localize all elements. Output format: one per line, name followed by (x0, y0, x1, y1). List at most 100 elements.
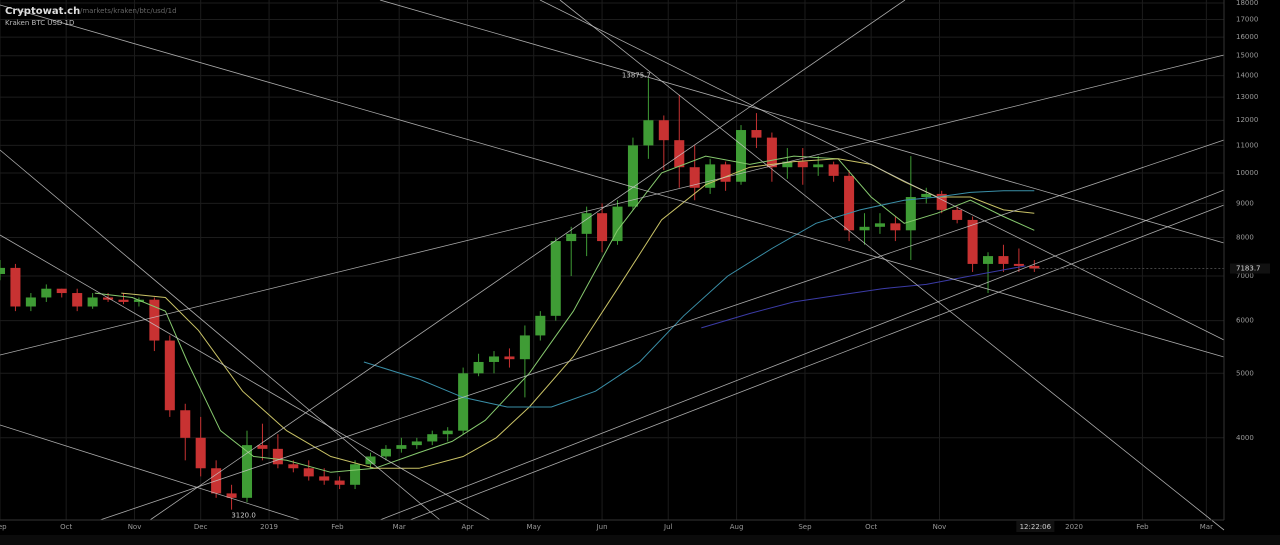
candle-body (87, 297, 98, 307)
moving-average (701, 265, 1026, 329)
last-price-box (1230, 263, 1270, 274)
candle-body (612, 206, 623, 242)
x-tick-label: Feb (1136, 523, 1149, 531)
low-label: 3120.0 (231, 512, 256, 520)
x-tick-label: Sep (0, 523, 7, 531)
x-tick-label: 2019 (260, 523, 278, 531)
x-tick-label: 2020 (1065, 523, 1083, 531)
candle-body (427, 434, 438, 442)
y-tick-label: 14000 (1236, 72, 1258, 80)
candle-body (581, 213, 592, 234)
y-tick-label: 11000 (1236, 141, 1258, 149)
moving-average (94, 155, 1035, 473)
candle-body (983, 256, 994, 264)
x-tick-label: Dec (194, 523, 208, 531)
y-tick-label: 5000 (1236, 369, 1254, 377)
x-tick-label: Nov (933, 523, 947, 531)
candle-body (782, 161, 793, 168)
x-tick-label: May (526, 523, 540, 531)
y-tick-label: 6000 (1236, 317, 1254, 325)
candle-body (396, 445, 407, 449)
candle-body (72, 293, 83, 307)
candle-body (504, 356, 515, 360)
x-tick-label: Feb (331, 523, 344, 531)
candle-body (226, 493, 237, 498)
candle-body (844, 175, 855, 231)
candle-body (164, 340, 175, 411)
candle-body (936, 193, 947, 210)
candle-body (288, 464, 299, 469)
candle-body (303, 468, 314, 477)
candles (0, 78, 1040, 510)
y-tick-label: 18000 (1236, 0, 1258, 7)
candle-body (365, 456, 376, 465)
trend-line (409, 204, 1225, 521)
y-tick-label: 17000 (1236, 16, 1258, 24)
candle-body (797, 161, 808, 168)
candle-body (658, 120, 669, 141)
candle-body (1013, 263, 1024, 266)
y-tick-label: 7000 (1236, 272, 1254, 280)
candle-body (473, 361, 484, 374)
trend-line (539, 0, 1225, 341)
candle-body (705, 164, 716, 188)
trend-line (149, 0, 906, 521)
trend-line (559, 0, 1225, 531)
market-name: Kraken BTC USD 1D (5, 19, 74, 27)
site-name[interactable]: Cryptowat.ch (5, 6, 80, 17)
x-tick-label: Jun (596, 523, 608, 531)
candle-body (921, 193, 932, 198)
y-tick-label: 8000 (1236, 233, 1254, 241)
candle-body (103, 297, 114, 300)
candle-body (1029, 265, 1040, 269)
candle-body (735, 130, 747, 182)
candle-body (319, 476, 330, 481)
candle-body (550, 241, 561, 316)
x-tick-label: Jul (663, 523, 673, 531)
moving-average (363, 190, 1035, 408)
toolbar (0, 535, 1280, 545)
x-tick-label: Sep (798, 523, 812, 531)
candle-body (118, 299, 129, 302)
candle-body (535, 315, 546, 336)
candle-body (519, 335, 530, 360)
candle-body (751, 130, 762, 138)
candle-body (411, 441, 422, 446)
x-tick-label: Mar (1200, 523, 1213, 531)
candle-body (257, 445, 268, 449)
candle-body (350, 464, 361, 485)
candle-body (442, 430, 453, 435)
trend-line (379, 0, 1225, 244)
candle-body (133, 299, 144, 302)
x-tick-label: Nov (128, 523, 142, 531)
y-tick-label: 4000 (1236, 434, 1254, 442)
candle-body (0, 267, 6, 274)
trend-line (379, 189, 1225, 521)
candle-body (41, 288, 52, 298)
candle-body (766, 137, 777, 168)
trend-line (0, 149, 441, 521)
candle-body (813, 164, 824, 168)
candle-body (890, 223, 901, 231)
labels: 4000 5000 6000 7000 8000 9000 10000 11000 12000 1… (0, 0, 1270, 532)
x-tick-label: Apr (461, 523, 473, 531)
candle-body (488, 356, 500, 362)
candle-body (674, 140, 685, 168)
time-label: 12:22:06 (1020, 523, 1052, 531)
candle-body (874, 223, 885, 227)
candle-body (56, 288, 67, 294)
x-tick-label: Aug (730, 523, 744, 531)
candle-body (566, 233, 577, 242)
candle-body (828, 164, 839, 176)
moving-averages (94, 155, 1035, 473)
y-tick-label: 15000 (1236, 52, 1258, 60)
trend-line (99, 139, 1225, 521)
y-tick-label: 16000 (1236, 33, 1258, 41)
candle-body (952, 209, 963, 220)
candle-body (195, 437, 206, 469)
x-tick-label: Oct (865, 523, 877, 531)
candle-body (643, 120, 654, 146)
candle-body (689, 167, 700, 188)
